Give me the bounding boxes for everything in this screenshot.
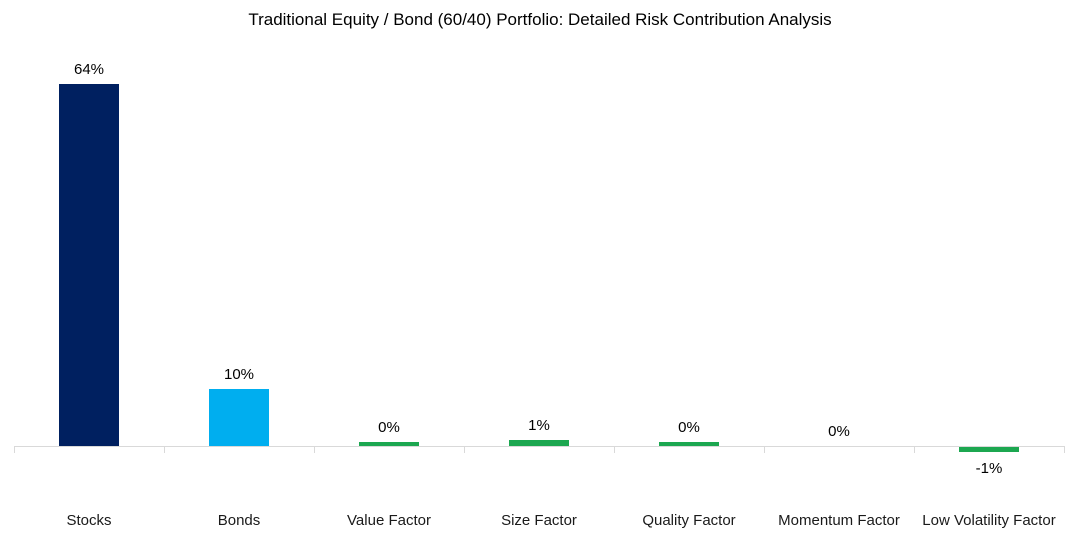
bar-stocks [59,84,119,446]
data-label: 1% [528,417,550,434]
x-axis-tick [914,447,915,453]
x-axis-tick [764,447,765,453]
bar-bonds [209,389,269,446]
category-label: Value Factor [347,512,431,529]
x-axis-tick [1064,447,1065,453]
x-axis-line [14,446,1065,447]
data-label: 10% [223,366,255,383]
chart-title: Traditional Equity / Bond (60/40) Portfo… [248,10,832,29]
bar-value-factor [359,442,419,446]
category-label: Bonds [217,512,261,529]
x-axis-tick [164,447,165,453]
bar-low-volatility-factor [959,447,1019,452]
data-label: 0% [378,419,400,436]
data-label: 64% [73,61,105,78]
bar-quality-factor [659,442,719,446]
category-label: Size Factor [501,512,577,529]
category-label: Momentum Factor [778,512,900,529]
x-axis-tick [314,447,315,453]
data-label: 0% [828,423,850,440]
category-label: Low Volatility Factor [922,512,1056,529]
category-label: Quality Factor [642,512,736,529]
category-label: Stocks [66,512,112,529]
data-label: 0% [678,419,700,436]
data-label: -1% [975,460,1003,477]
x-axis-tick [14,447,15,453]
x-axis-tick [614,447,615,453]
bar-size-factor [509,440,569,446]
x-axis-tick [464,447,465,453]
